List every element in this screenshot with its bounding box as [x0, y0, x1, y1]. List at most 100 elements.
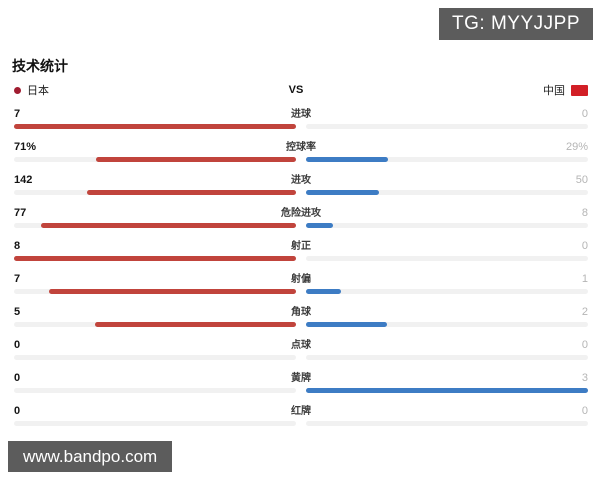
stat-row: 0 点球 0	[14, 334, 588, 367]
watermark-website-badge: www.bandpo.com	[8, 441, 173, 472]
stat-bar-track-away	[306, 388, 588, 393]
stat-bar-track-away	[306, 421, 588, 426]
stat-bars	[14, 322, 588, 327]
stat-label: 射偏	[291, 274, 311, 285]
stat-label: 进攻	[291, 175, 311, 186]
stat-bar-track-away	[306, 355, 588, 360]
stat-away-value: 1	[581, 273, 588, 285]
stat-away-value: 2	[581, 306, 588, 318]
vs-label: VS	[288, 84, 304, 96]
stats-list: 7 进球 0 71% 控球率 29% 142 进攻 50 77 危险进攻 8 8 射正 0 7 射偏 1 5 角球 2 0…	[14, 103, 588, 433]
stat-label: 点球	[291, 340, 311, 351]
stat-bar-track-away	[306, 190, 588, 195]
stat-labels: 5 角球 2	[14, 301, 588, 318]
page-title: 技术统计	[12, 58, 68, 74]
stat-row: 8 射正 0	[14, 235, 588, 268]
stat-bars	[14, 223, 588, 228]
stat-home-value: 7	[14, 273, 21, 285]
stat-away-value: 0	[581, 405, 588, 417]
stat-bar-track-home	[14, 322, 296, 327]
stat-bar-track-away	[306, 322, 588, 327]
stat-labels: 0 点球 0	[14, 334, 588, 351]
stat-bar-fill-home	[87, 190, 296, 195]
stat-row: 5 角球 2	[14, 301, 588, 334]
stat-bar-track-home	[14, 355, 296, 360]
stat-bar-track-away	[306, 223, 588, 228]
stat-away-value: 8	[581, 207, 588, 219]
stat-bar-track-home	[14, 124, 296, 129]
stat-labels: 77 危险进攻 8	[14, 202, 588, 219]
stat-labels: 7 进球 0	[14, 103, 588, 120]
stat-label: 角球	[291, 307, 311, 318]
china-flag-icon	[571, 84, 588, 96]
stat-bar-fill-home	[95, 157, 296, 162]
stat-row: 0 黄牌 3	[14, 367, 588, 400]
stat-label: 控球率	[286, 142, 316, 153]
stat-away-value: 29%	[565, 141, 588, 153]
team-home-name: 日本	[27, 85, 49, 97]
stat-label: 进球	[291, 109, 311, 120]
stat-away-value: 0	[581, 108, 588, 120]
stat-bar-fill-home	[94, 322, 296, 327]
stat-label: 危险进攻	[281, 208, 321, 219]
stat-away-value: 0	[581, 240, 588, 252]
stat-home-value: 142	[14, 174, 33, 186]
team-away: 中国	[543, 82, 588, 98]
teams-row: 日本 VS 中国	[14, 83, 588, 97]
stat-bar-fill-home	[40, 223, 296, 228]
stat-bar-track-home	[14, 388, 296, 393]
stat-away-value: 0	[581, 339, 588, 351]
stat-row: 142 进攻 50	[14, 169, 588, 202]
stat-home-value: 5	[14, 306, 21, 318]
stat-bar-track-home	[14, 190, 296, 195]
stat-home-value: 77	[14, 207, 27, 219]
stat-home-value: 0	[14, 405, 21, 417]
stat-label: 红牌	[291, 406, 311, 417]
stat-home-value: 71%	[14, 141, 37, 153]
stat-away-value: 3	[581, 372, 588, 384]
stat-bars	[14, 157, 588, 162]
stat-bars	[14, 289, 588, 294]
stat-row: 7 进球 0	[14, 103, 588, 136]
stat-labels: 0 黄牌 3	[14, 367, 588, 384]
stat-row: 77 危险进攻 8	[14, 202, 588, 235]
team-home: 日本	[14, 82, 49, 98]
stat-bar-track-home	[14, 289, 296, 294]
stat-label: 射正	[291, 241, 311, 252]
stat-home-value: 8	[14, 240, 21, 252]
stat-bar-track-home	[14, 157, 296, 162]
stat-bars	[14, 421, 588, 426]
stat-bars	[14, 355, 588, 360]
watermark-telegram-badge: TG: MYYJJPP	[439, 8, 593, 40]
stat-bar-fill-away	[306, 223, 333, 228]
stat-bar-track-away	[306, 289, 588, 294]
stat-labels: 7 射偏 1	[14, 268, 588, 285]
stat-bar-fill-home	[14, 256, 296, 261]
stat-bars	[14, 256, 588, 261]
stat-bars	[14, 124, 588, 129]
stat-bars	[14, 190, 588, 195]
stat-bars	[14, 388, 588, 393]
stat-labels: 142 进攻 50	[14, 169, 588, 186]
stat-home-value: 0	[14, 372, 21, 384]
stat-labels: 8 射正 0	[14, 235, 588, 252]
stat-bar-track-home	[14, 421, 296, 426]
stat-row: 7 射偏 1	[14, 268, 588, 301]
stat-bar-fill-home	[14, 124, 296, 129]
stat-labels: 0 红牌 0	[14, 400, 588, 417]
stat-away-value: 50	[575, 174, 588, 186]
stat-home-value: 7	[14, 108, 21, 120]
stat-bar-track-home	[14, 256, 296, 261]
stat-bar-track-away	[306, 124, 588, 129]
stat-bar-track-home	[14, 223, 296, 228]
stat-bar-fill-away	[306, 388, 588, 393]
stat-row: 0 红牌 0	[14, 400, 588, 433]
stat-home-value: 0	[14, 339, 21, 351]
stat-bar-track-away	[306, 256, 588, 261]
stat-bar-fill-away	[306, 190, 380, 195]
stat-bar-track-away	[306, 157, 588, 162]
stat-bar-fill-home	[49, 289, 296, 294]
stat-label: 黄牌	[291, 373, 311, 384]
japan-dot-icon	[14, 86, 21, 94]
